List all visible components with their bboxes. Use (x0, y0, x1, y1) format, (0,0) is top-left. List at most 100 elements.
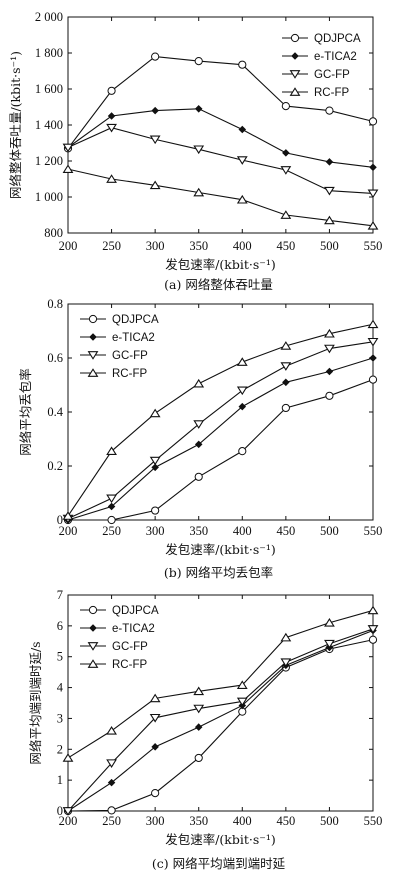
data-point (194, 57, 203, 66)
y-tick-label: 1 (57, 773, 63, 787)
data-point (62, 753, 74, 762)
series-line (67, 609, 374, 759)
data-point (193, 704, 205, 714)
legend-label: e-TICA2 (314, 51, 357, 63)
series-line (67, 127, 374, 194)
series-gc-fp (62, 123, 379, 199)
data-point (236, 680, 248, 689)
data-point (324, 639, 335, 649)
data-point (62, 164, 74, 173)
x-tick-label: 350 (189, 814, 208, 828)
y-tick-label: 2 000 (35, 10, 63, 24)
data-point (325, 391, 334, 400)
data-point (238, 402, 247, 411)
data-point (106, 725, 117, 735)
series-line (67, 357, 374, 521)
y-tick-label: 0.8 (47, 297, 63, 311)
y-axis-title: 网络平均丢包率 (18, 368, 33, 456)
data-point (281, 102, 290, 111)
x-tick-label: 400 (233, 524, 252, 538)
series-line (67, 168, 374, 227)
x-tick-label: 300 (146, 524, 165, 538)
chart-panel-throughput: 200 250 300 350 400 450 500 550 800 1 000 1 200 1 4… (0, 0, 414, 295)
legend-marker (87, 659, 99, 668)
series-line (67, 639, 374, 812)
data-point (367, 337, 379, 347)
data-point (367, 625, 379, 634)
data-point (238, 60, 247, 69)
data-point (193, 145, 205, 155)
y-tick-label: 0.6 (47, 351, 63, 365)
data-point (107, 112, 116, 120)
legend-label: RC-FP (112, 368, 147, 380)
legend-marker (89, 624, 97, 632)
data-point (238, 447, 247, 456)
legend-label: QDJPCA (112, 314, 159, 326)
data-point (193, 378, 205, 388)
y-tick-label: 0 (57, 513, 63, 527)
data-point (62, 143, 74, 153)
x-tick-label: 550 (364, 814, 383, 828)
chart-caption: (b) 网络平均丢包率 (164, 565, 273, 580)
legend-label: QDJPCA (112, 605, 159, 617)
y-tick-label: 0.2 (47, 459, 63, 473)
x-tick-label: 550 (364, 524, 383, 538)
x-tick-label: 450 (276, 524, 295, 538)
legend-marker (89, 333, 97, 341)
data-point (281, 403, 290, 413)
throughput-chart: 200 250 300 350 400 450 500 550 800 1 000 1 200 1 4… (8, 10, 382, 292)
legend-marker (290, 33, 300, 43)
data-point (193, 420, 205, 429)
data-point (151, 743, 159, 751)
data-point (107, 86, 116, 95)
legend-marker (87, 351, 99, 360)
data-point (106, 494, 117, 504)
legend-marker (289, 87, 301, 96)
data-point (194, 472, 203, 481)
data-point (151, 52, 160, 61)
x-tick-label: 450 (276, 814, 295, 828)
series-gc-fp (62, 625, 379, 816)
legend: QDJPCA e-TICA2 GC-FP RC-FP (80, 314, 159, 380)
y-axis-title: 网络整体吞吐量/(kbit·s⁻¹) (8, 51, 23, 199)
data-point (280, 658, 292, 668)
x-tick-label: 400 (233, 239, 252, 253)
data-point (106, 174, 117, 183)
data-point (236, 697, 248, 707)
data-point (325, 158, 334, 166)
data-point (194, 440, 203, 449)
data-point (62, 511, 74, 520)
series-rc-fp (62, 164, 379, 230)
y-tick-label: 3 (57, 711, 63, 725)
data-point (324, 215, 335, 225)
chart-caption: (c) 网络平均端到端时延 (152, 856, 286, 871)
x-tick-label: 350 (189, 524, 208, 538)
y-tick-label: 6 (57, 619, 63, 633)
data-point (107, 778, 116, 787)
series-line (68, 379, 374, 521)
y-tick-label: 0.4 (47, 405, 63, 419)
x-axis-title: 发包速率/(kbit·s⁻¹) (165, 542, 276, 557)
legend-marker (289, 70, 301, 79)
data-point (193, 686, 205, 696)
data-point (149, 180, 161, 190)
series-e-tica2 (64, 626, 377, 815)
series-line (67, 341, 374, 520)
data-point (194, 105, 203, 113)
data-point (236, 194, 248, 204)
data-point (151, 463, 159, 472)
data-point (149, 456, 161, 466)
y-tick-label: 1 200 (35, 154, 63, 168)
data-point (194, 753, 203, 763)
x-tick-label: 300 (146, 239, 165, 253)
x-tick-label: 200 (59, 239, 78, 253)
x-tick-label: 200 (59, 814, 78, 828)
data-point (193, 187, 205, 197)
y-tick-label: 7 (57, 588, 63, 602)
series-line (67, 56, 374, 149)
delay-chart: 200 250 300 350 400 450 500 550 0 1 2 3 4 5 6 7 发包速率/(kb… (28, 588, 383, 871)
x-tick-label: 500 (320, 239, 339, 253)
data-point (62, 807, 74, 816)
data-point (324, 344, 335, 354)
data-point (106, 759, 117, 768)
